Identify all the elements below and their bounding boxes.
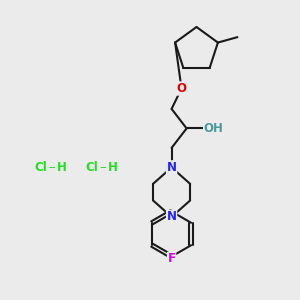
Text: N: N: [167, 210, 177, 224]
Text: Cl: Cl: [34, 161, 47, 174]
Text: F: F: [168, 252, 176, 266]
Text: –: –: [49, 161, 55, 174]
Text: –: –: [100, 161, 106, 174]
Text: H: H: [57, 161, 67, 174]
Text: H: H: [108, 161, 118, 174]
Text: N: N: [167, 161, 177, 174]
Text: Cl: Cl: [85, 161, 98, 174]
Text: O: O: [176, 82, 187, 95]
Text: OH: OH: [204, 122, 224, 135]
